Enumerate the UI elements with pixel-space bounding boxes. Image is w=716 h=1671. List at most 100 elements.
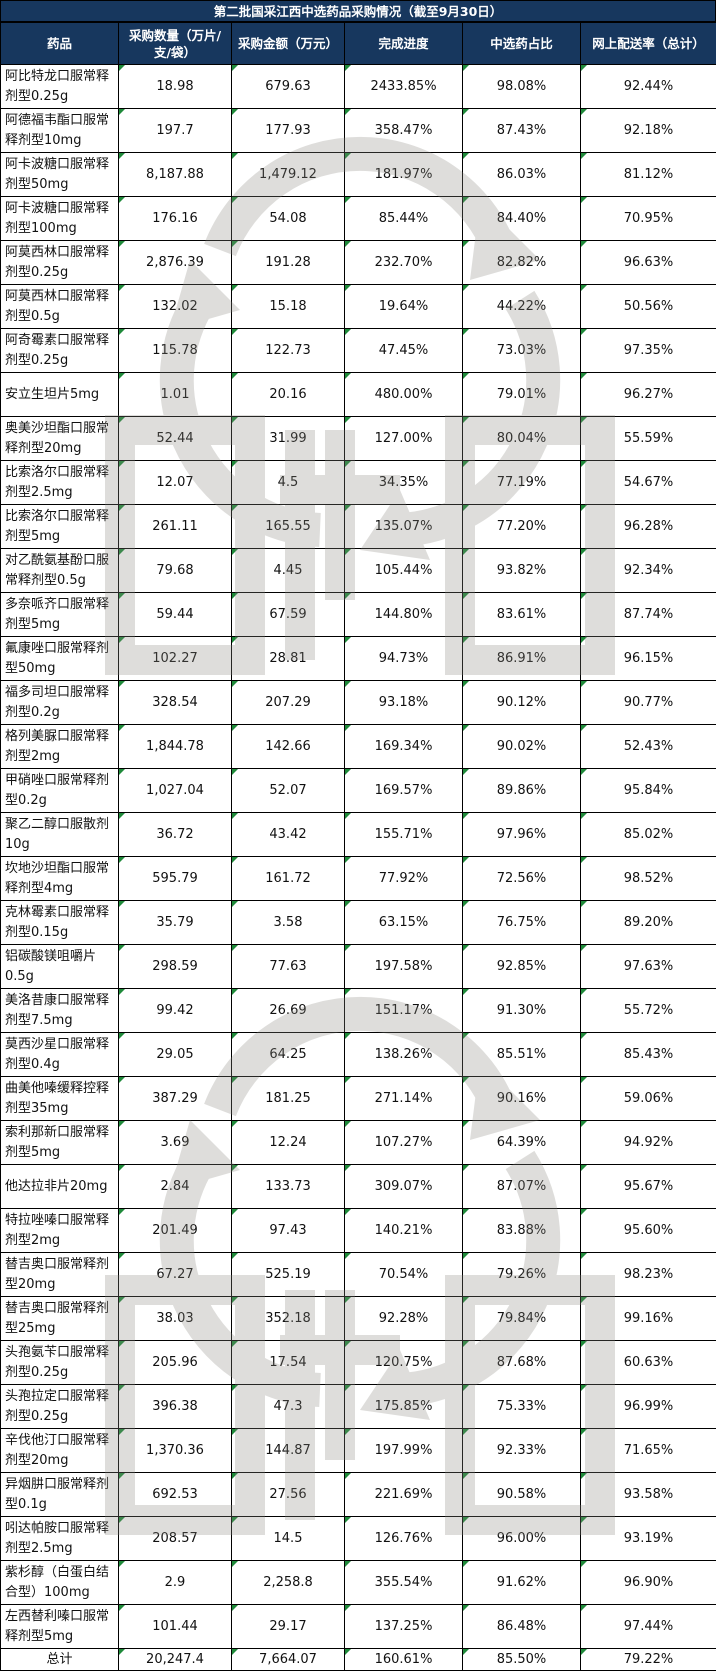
cell-drug-name: 坎地沙坦酯口服常释剂型4mg bbox=[1, 857, 119, 901]
cell-drug-name: 阿比特龙口服常释剂型0.25g bbox=[1, 65, 119, 109]
cell-drug-name: 格列美脲口服常释剂型2mg bbox=[1, 725, 119, 769]
cell-delivery-rate: 96.28% bbox=[581, 505, 716, 549]
cell-delivery-rate: 96.90% bbox=[581, 1561, 716, 1605]
cell-delivery-rate: 54.67% bbox=[581, 461, 716, 505]
cell-delivery-rate: 96.63% bbox=[581, 241, 716, 285]
cell-progress: 271.14% bbox=[345, 1077, 463, 1121]
cell-progress: 480.00% bbox=[345, 373, 463, 417]
cell-share: 93.82% bbox=[463, 549, 581, 593]
cell-delivery-rate: 94.92% bbox=[581, 1121, 716, 1165]
cell-share: 86.48% bbox=[463, 1605, 581, 1649]
cell-share: 97.96% bbox=[463, 813, 581, 857]
cell-quantity: 208.57 bbox=[119, 1517, 232, 1561]
cell-delivery-rate: 97.63% bbox=[581, 945, 716, 989]
cell-delivery-rate: 81.12% bbox=[581, 153, 716, 197]
cell-quantity: 35.79 bbox=[119, 901, 232, 945]
cell-quantity: 176.16 bbox=[119, 197, 232, 241]
cell-progress: 126.76% bbox=[345, 1517, 463, 1561]
cell-drug-name: 异烟肼口服常释剂型0.1g bbox=[1, 1473, 119, 1517]
cell-delivery-rate: 93.19% bbox=[581, 1517, 716, 1561]
cell-progress: 70.54% bbox=[345, 1253, 463, 1297]
cell-delivery-rate: 92.34% bbox=[581, 549, 716, 593]
cell-quantity: 18.98 bbox=[119, 65, 232, 109]
cell-share: 90.16% bbox=[463, 1077, 581, 1121]
cell-progress: 355.54% bbox=[345, 1561, 463, 1605]
cell-amount: 17.54 bbox=[232, 1341, 345, 1385]
cell-progress: 175.85% bbox=[345, 1385, 463, 1429]
cell-quantity: 298.59 bbox=[119, 945, 232, 989]
cell-delivery-rate: 96.15% bbox=[581, 637, 716, 681]
cell-amount: 161.72 bbox=[232, 857, 345, 901]
cell-drug-name: 特拉唑嗪口服常释剂型2mg bbox=[1, 1209, 119, 1253]
cell-progress: 94.73% bbox=[345, 637, 463, 681]
cell-amount: 67.59 bbox=[232, 593, 345, 637]
cell-quantity: 2.84 bbox=[119, 1165, 232, 1209]
cell-amount: 3.58 bbox=[232, 901, 345, 945]
cell-progress: 138.26% bbox=[345, 1033, 463, 1077]
cell-amount: 4.5 bbox=[232, 461, 345, 505]
cell-delivery-rate: 97.44% bbox=[581, 1605, 716, 1649]
cell-delivery-rate: 97.35% bbox=[581, 329, 716, 373]
cell-drug-name: 比索洛尔口服常释剂型2.5mg bbox=[1, 461, 119, 505]
header-row: 药品采购数量（万片/支/袋）采购金额（万元）完成进度中选药占比网上配送率（总计） bbox=[1, 23, 716, 65]
cell-drug-name: 阿卡波糖口服常释剂型50mg bbox=[1, 153, 119, 197]
cell-drug-name: 美洛昔康口服常释剂型7.5mg bbox=[1, 989, 119, 1033]
cell-drug-name: 吲达帕胺口服常释剂型2.5mg bbox=[1, 1517, 119, 1561]
cell-drug-name: 福多司坦口服常释剂型0.2g bbox=[1, 681, 119, 725]
cell-amount: 27.56 bbox=[232, 1473, 345, 1517]
cell-progress: 105.44% bbox=[345, 549, 463, 593]
cell-quantity: 692.53 bbox=[119, 1473, 232, 1517]
cell-progress: 151.17% bbox=[345, 989, 463, 1033]
cell-share: 87.43% bbox=[463, 109, 581, 153]
cell-quantity: 2.9 bbox=[119, 1561, 232, 1605]
cell-quantity: 3.69 bbox=[119, 1121, 232, 1165]
cell-delivery-rate: 90.77% bbox=[581, 681, 716, 725]
cell-drug-name: 对乙酰氨基酚口服常释剂型0.5g bbox=[1, 549, 119, 593]
cell-amount: 54.08 bbox=[232, 197, 345, 241]
cell-drug-name: 曲美他嗪缓释控释剂型35mg bbox=[1, 1077, 119, 1121]
cell-share: 77.19% bbox=[463, 461, 581, 505]
cell-progress: 47.45% bbox=[345, 329, 463, 373]
cell-amount: 43.42 bbox=[232, 813, 345, 857]
cell-share: 76.75% bbox=[463, 901, 581, 945]
cell-amount: 4.45 bbox=[232, 549, 345, 593]
total-drug-name: 总计 bbox=[1, 1649, 119, 1671]
cell-delivery-rate: 52.43% bbox=[581, 725, 716, 769]
total-progress: 160.61% bbox=[345, 1649, 463, 1671]
cell-quantity: 201.49 bbox=[119, 1209, 232, 1253]
cell-delivery-rate: 93.58% bbox=[581, 1473, 716, 1517]
cell-drug-name: 索利那新口服常释剂型5mg bbox=[1, 1121, 119, 1165]
cell-share: 73.03% bbox=[463, 329, 581, 373]
cell-amount: 525.19 bbox=[232, 1253, 345, 1297]
table-title: 第二批国采江西中选药品采购情况（截至9月30日） bbox=[0, 0, 716, 22]
cell-delivery-rate: 60.63% bbox=[581, 1341, 716, 1385]
cell-progress: 232.70% bbox=[345, 241, 463, 285]
cell-amount: 144.87 bbox=[232, 1429, 345, 1473]
cell-share: 90.58% bbox=[463, 1473, 581, 1517]
cell-quantity: 102.27 bbox=[119, 637, 232, 681]
cell-delivery-rate: 98.52% bbox=[581, 857, 716, 901]
cell-drug-name: 左西替利嗪口服常释剂型5mg bbox=[1, 1605, 119, 1649]
cell-amount: 31.99 bbox=[232, 417, 345, 461]
cell-progress: 92.28% bbox=[345, 1297, 463, 1341]
cell-progress: 169.57% bbox=[345, 769, 463, 813]
procurement-table: 药品采购数量（万片/支/袋）采购金额（万元）完成进度中选药占比网上配送率（总计）… bbox=[0, 22, 716, 1671]
cell-progress: 169.34% bbox=[345, 725, 463, 769]
cell-share: 92.85% bbox=[463, 945, 581, 989]
total-delivery-rate: 79.22% bbox=[581, 1649, 716, 1671]
cell-drug-name: 奥美沙坦酯口服常释剂型20mg bbox=[1, 417, 119, 461]
cell-drug-name: 阿奇霉素口服常释剂型0.25g bbox=[1, 329, 119, 373]
